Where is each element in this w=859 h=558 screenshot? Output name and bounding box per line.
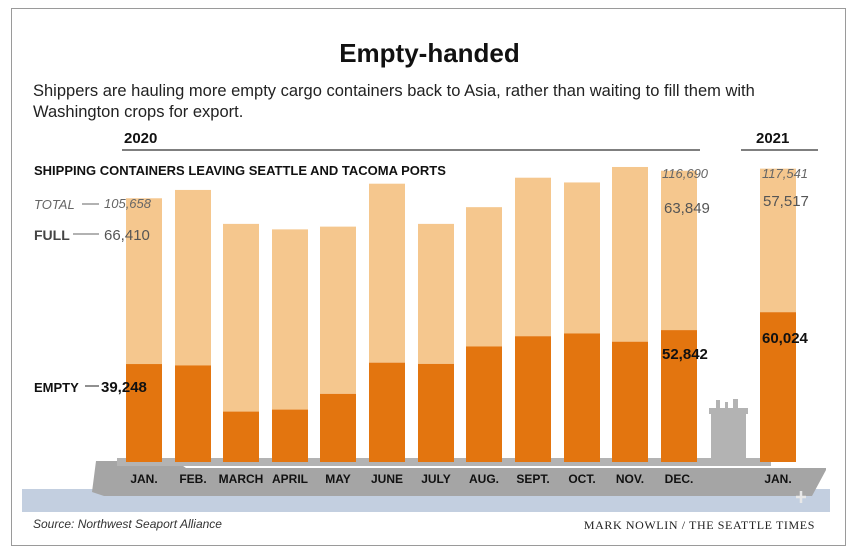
month-label-oct: OCT.: [568, 472, 595, 486]
bar-empty-march: [223, 411, 259, 462]
jan-empty-value: 39,248: [101, 379, 147, 396]
bar-full-april: [272, 229, 308, 410]
total-legend-label: TOTAL: [34, 197, 75, 212]
dec-full-value: 63,849: [664, 200, 710, 217]
ship-bridge-icon: [709, 399, 748, 464]
bar-full-may: [320, 226, 356, 394]
bar-group: [126, 166, 796, 462]
month-label-april: APRIL: [272, 472, 308, 486]
month-label-june: JUNE: [371, 472, 403, 486]
jan21-total-value: 117,541: [762, 166, 808, 181]
chart-title: Empty-handed: [339, 38, 520, 68]
chart-subtitle: Shippers are hauling more empty cargo co…: [33, 82, 755, 121]
bar-empty-nov: [612, 341, 648, 462]
bar-full-aug: [466, 207, 502, 347]
bar-empty-oct: [564, 333, 600, 462]
bar-empty-feb: [175, 365, 211, 462]
bar-full-march: [223, 223, 259, 412]
bar-full-dec: [661, 170, 697, 331]
bar-full-july: [418, 223, 454, 364]
bar-empty-sept: [515, 336, 551, 462]
year-label-2020: 2020: [124, 130, 157, 147]
jan-total-value: 105,658: [104, 196, 152, 211]
bar-full-jan-2021: [760, 168, 796, 313]
credit-line: MARK NOWLIN / THE SEATTLE TIMES: [583, 518, 815, 532]
ship-hull: [92, 461, 826, 496]
month-label-nov: NOV.: [616, 472, 644, 486]
empty-legend-label: EMPTY: [34, 380, 79, 395]
jan-full-value: 66,410: [104, 227, 150, 244]
full-legend-label: FULL: [34, 227, 70, 243]
bar-empty-dec: [661, 330, 697, 462]
chart-heading: SHIPPING CONTAINERS LEAVING SEATTLE AND …: [34, 163, 446, 178]
dec-total-value: 116,690: [662, 166, 709, 181]
source-note: Source: Northwest Seaport Alliance: [33, 517, 222, 531]
month-label-march: MARCH: [219, 472, 264, 486]
bar-full-jan: [126, 198, 162, 365]
jan21-full-value: 57,517: [763, 193, 809, 210]
bar-empty-aug: [466, 346, 502, 462]
month-label-jan-2021: JAN.: [764, 472, 791, 486]
bar-full-nov: [612, 166, 648, 342]
jan21-empty-value: 60,024: [762, 330, 809, 347]
bar-empty-may: [320, 393, 356, 462]
month-label-jan: JAN.: [130, 472, 157, 486]
dec-empty-value: 52,842: [662, 346, 708, 363]
propeller-icon: [796, 491, 806, 503]
bar-full-june: [369, 183, 405, 363]
month-label-feb: FEB.: [179, 472, 206, 486]
month-labels: JAN. FEB. MARCH APRIL MAY JUNE JULY AUG. SEPT. OC…: [130, 472, 791, 486]
bar-empty-jan-2021: [760, 312, 796, 462]
month-label-may: MAY: [325, 472, 351, 486]
bar-full-feb: [175, 189, 211, 366]
bar-empty-july: [418, 363, 454, 462]
bar-empty-jan: [126, 364, 162, 462]
year-label-2021: 2021: [756, 130, 789, 147]
bar-full-oct: [564, 182, 600, 334]
ship-illustration: [22, 399, 830, 512]
month-label-aug: AUG.: [469, 472, 499, 486]
bar-empty-april: [272, 409, 308, 462]
bar-empty-june: [369, 362, 405, 462]
bar-full-sept: [515, 177, 551, 337]
month-label-sept: SEPT.: [516, 472, 549, 486]
month-label-dec: DEC.: [665, 472, 694, 486]
month-label-july: JULY: [421, 472, 451, 486]
